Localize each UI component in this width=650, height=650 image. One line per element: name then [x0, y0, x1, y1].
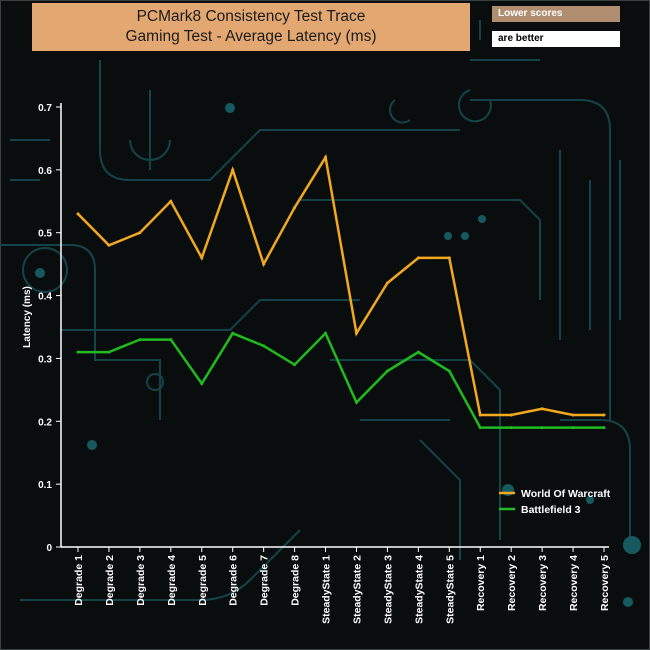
data-point	[107, 243, 111, 247]
x-tick-label: Degrade 5	[197, 555, 209, 606]
x-tick-label: Degrade 1	[73, 555, 85, 606]
x-tick-label: Degrade 2	[104, 555, 116, 606]
y-tick-label: 0.4	[38, 292, 52, 303]
data-point	[262, 262, 266, 266]
y-tick-label: 0.2	[38, 417, 52, 428]
data-point	[416, 256, 420, 260]
x-tick-label: Degrade 8	[290, 555, 302, 606]
x-tick-label: SteadyState 2	[351, 555, 363, 624]
data-point	[354, 331, 358, 335]
data-point	[293, 363, 297, 367]
series-line-world-of-warcraft	[77, 153, 604, 417]
y-tick-label: 0.5	[38, 229, 52, 240]
data-point	[571, 426, 575, 430]
x-tick-label: Degrade 3	[135, 555, 147, 606]
data-point	[169, 199, 173, 203]
x-tick-label: SteadyState 1	[321, 555, 333, 624]
y-tick-label: 0.3	[38, 354, 52, 365]
data-point	[447, 256, 451, 260]
data-point	[324, 155, 328, 159]
data-point	[354, 400, 358, 404]
data-point	[478, 426, 482, 430]
data-point	[169, 338, 173, 342]
data-point	[416, 350, 420, 354]
data-point	[385, 281, 389, 285]
x-tick-label: Recovery 2	[506, 555, 518, 611]
data-point	[571, 413, 575, 417]
data-point	[540, 426, 544, 430]
data-point	[385, 369, 389, 373]
data-point	[540, 407, 544, 411]
x-tick-label: Recovery 4	[568, 555, 580, 611]
data-point	[76, 212, 80, 216]
x-tick-label: Recovery 5	[599, 555, 611, 611]
note-lower-scores: Lower scores	[492, 6, 620, 22]
data-point	[478, 413, 482, 417]
x-axis-categories: Degrade 1 Degrade 2 Degrade 3 Degrade 4 Degr…	[73, 547, 611, 624]
data-point	[231, 331, 235, 335]
data-point	[293, 206, 297, 210]
y-tick-label: 0	[46, 543, 52, 554]
x-tick-label: SteadyState 4	[413, 555, 425, 624]
data-point	[262, 344, 266, 348]
legend-label: Battlefield 3	[521, 504, 581, 516]
x-tick-label: SteadyState 5	[444, 555, 456, 624]
x-tick-label: Recovery 3	[537, 555, 549, 611]
data-point	[138, 338, 142, 342]
data-point	[602, 426, 606, 430]
data-point	[324, 331, 328, 335]
data-point	[447, 369, 451, 373]
x-tick-label: Degrade 7	[259, 555, 271, 606]
x-tick-label: Degrade 6	[228, 555, 240, 606]
x-tick-label: Recovery 1	[475, 555, 487, 611]
data-point	[107, 350, 111, 354]
y-tick-label: 0.7	[38, 103, 52, 114]
series-lines	[76, 153, 606, 430]
chart-title: PCMark8 Consistency Test Trace Gaming Te…	[32, 3, 470, 51]
series-line-battlefield-3	[78, 331, 604, 429]
legend: World Of Warcraft Battlefield 3	[499, 488, 611, 516]
chart-title-line1: PCMark8 Consistency Test Trace	[136, 8, 366, 25]
x-tick-label: SteadyState 3	[382, 555, 394, 624]
y-axis-ticks: 0 0.1 0.2 0.3 0.4 0.5 0.6 0.7	[38, 103, 61, 554]
data-point	[76, 350, 80, 354]
data-point	[509, 413, 513, 417]
legend-label: World Of Warcraft	[521, 488, 611, 500]
data-point	[200, 382, 204, 386]
note-are-better: are better	[492, 31, 620, 47]
y-axis-title: Latency (ms)	[22, 286, 33, 348]
y-tick-label: 0.6	[38, 166, 52, 177]
data-point	[138, 231, 142, 235]
x-tick-label: Degrade 4	[166, 555, 178, 606]
y-tick-label: 0.1	[38, 480, 52, 491]
data-point	[231, 168, 235, 172]
data-point	[200, 256, 204, 260]
chart-title-line2: Gaming Test - Average Latency (ms)	[125, 28, 377, 45]
data-point	[602, 413, 606, 417]
data-point	[509, 426, 513, 430]
